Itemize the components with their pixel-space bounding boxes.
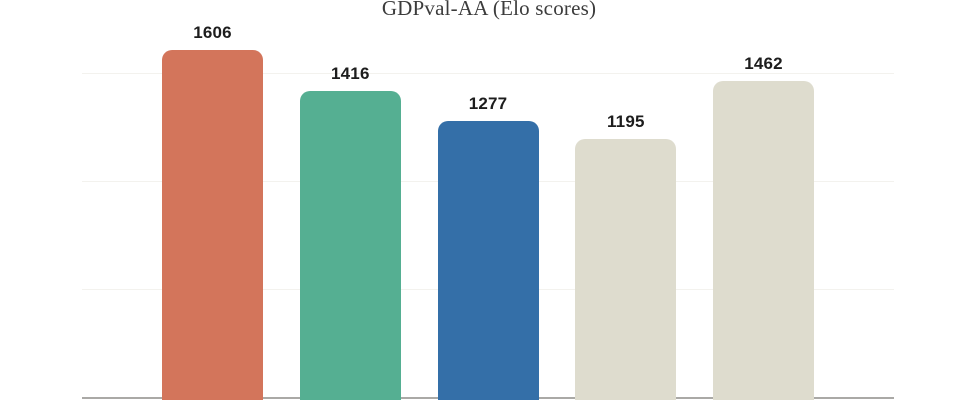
bar-value-label: 1606 [193, 22, 232, 42]
chart-title: GDPval-AA (Elo scores) [381, 0, 597, 20]
bar [575, 138, 677, 400]
gridline [82, 72, 894, 74]
bar-value-label: 1195 [606, 111, 645, 131]
bar [162, 49, 263, 400]
bar [437, 120, 539, 400]
bar [713, 80, 814, 400]
bar-value-label: 1277 [468, 93, 508, 113]
bar-value-label: 1416 [330, 63, 370, 83]
bar [299, 90, 401, 400]
bar-value-label: 1462 [744, 53, 783, 73]
